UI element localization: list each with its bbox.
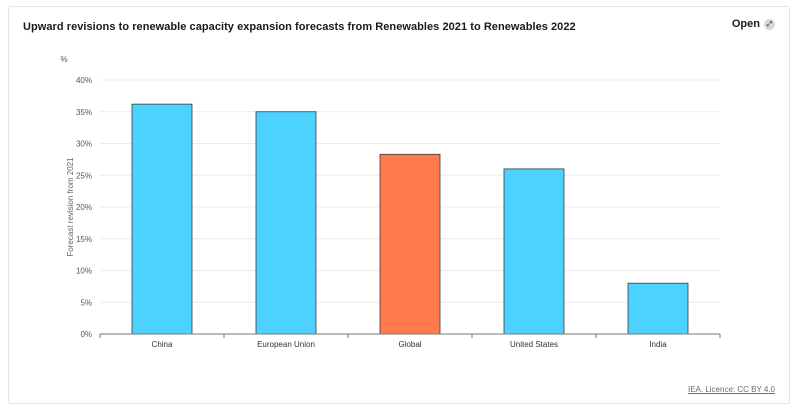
x-axis-ticks: China European Union Global United States In… <box>99 334 721 349</box>
y-tick-label: 40% <box>76 76 92 85</box>
unit-label: % <box>60 55 67 64</box>
y-tick-label: 30% <box>76 140 92 149</box>
x-tick-label: India <box>649 340 667 349</box>
y-tick-label: 15% <box>76 235 92 244</box>
y-tick-label: 25% <box>76 171 92 180</box>
expand-icon: ⤢ <box>764 18 775 30</box>
y-axis-title: Forecast revision from 2021 <box>66 157 75 257</box>
y-tick-label: 0% <box>80 330 92 339</box>
x-tick-label: Global <box>398 340 421 349</box>
open-label: Open <box>731 18 760 30</box>
y-tick-label: 5% <box>80 298 92 307</box>
x-tick-label: China <box>152 340 173 349</box>
bars <box>131 103 689 335</box>
y-tick-label: 35% <box>76 108 92 117</box>
bar-china[interactable] <box>131 103 193 335</box>
x-tick-label: European Union <box>257 340 315 349</box>
bar-european-union[interactable] <box>255 111 317 335</box>
y-axis-ticks: 0% 5% 10% 15% 20% 25% 30% 35% 40% <box>76 76 92 339</box>
chart-title: Upward revisions to renewable capacity e… <box>23 21 576 33</box>
x-tick-label: United States <box>510 340 558 349</box>
bar-global[interactable] <box>379 153 441 335</box>
y-tick-label: 10% <box>76 267 92 276</box>
licence-link[interactable]: IEA. Licence: CC BY 4.0 <box>687 385 775 394</box>
open-button[interactable]: Open ⤢ <box>732 18 775 30</box>
bar-united-states[interactable] <box>503 168 565 335</box>
y-tick-label: 20% <box>76 203 92 212</box>
bar-india[interactable] <box>627 282 689 335</box>
